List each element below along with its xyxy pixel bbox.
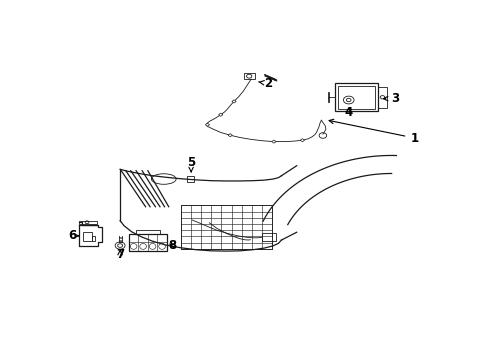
Bar <box>228 134 232 137</box>
Bar <box>272 140 276 143</box>
Bar <box>244 73 255 79</box>
Text: 1: 1 <box>329 119 418 144</box>
Bar <box>83 232 92 240</box>
Bar <box>129 234 167 251</box>
Bar <box>93 237 96 240</box>
Text: 2: 2 <box>259 77 272 90</box>
Text: 8: 8 <box>168 239 176 252</box>
Bar <box>187 176 194 182</box>
Circle shape <box>343 96 354 104</box>
Bar <box>335 84 378 111</box>
Bar <box>378 87 387 108</box>
Bar <box>219 113 223 116</box>
Text: 3: 3 <box>384 92 399 105</box>
Text: 5: 5 <box>187 156 195 172</box>
Bar <box>181 205 272 249</box>
Text: 7: 7 <box>116 248 124 261</box>
Bar <box>338 86 375 109</box>
Bar <box>205 123 210 126</box>
Bar <box>136 230 160 234</box>
Text: 4: 4 <box>344 106 353 119</box>
Bar <box>262 233 276 242</box>
Bar <box>328 92 329 102</box>
Text: 6: 6 <box>68 229 79 242</box>
Bar <box>232 100 236 103</box>
Bar <box>79 221 97 224</box>
Bar <box>300 139 305 142</box>
